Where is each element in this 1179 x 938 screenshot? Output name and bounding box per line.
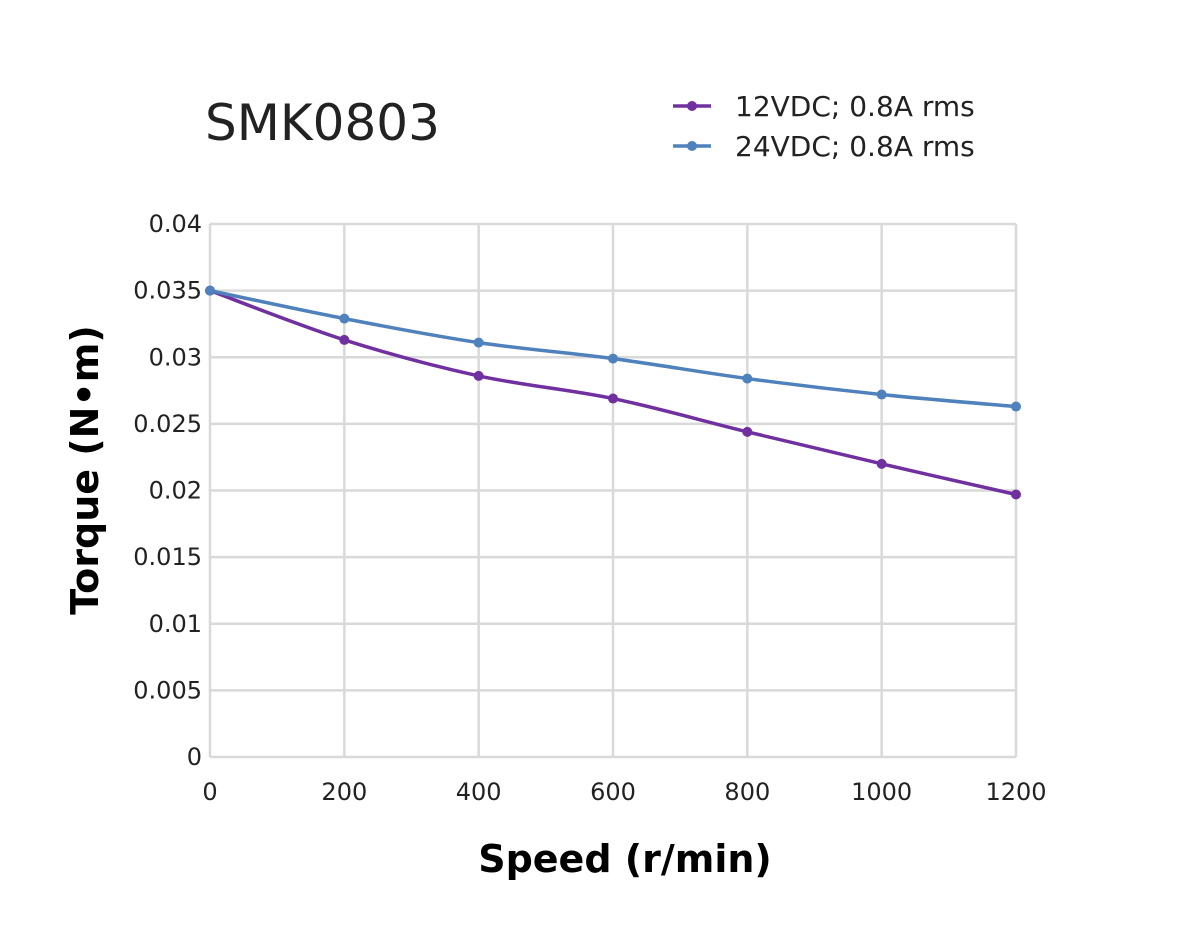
y-tick-label: 0.02 bbox=[149, 477, 202, 505]
y-tick-label: 0.005 bbox=[133, 676, 202, 704]
x-tick-label: 0 bbox=[202, 778, 217, 806]
x-tick-label: 600 bbox=[590, 778, 636, 806]
data-point bbox=[339, 313, 350, 324]
y-tick-label: 0 bbox=[187, 743, 202, 771]
chart-title: SMK0803 bbox=[205, 94, 440, 152]
y-tick-label: 0.01 bbox=[149, 610, 202, 638]
x-tick-label: 800 bbox=[724, 778, 770, 806]
data-point bbox=[1011, 489, 1021, 500]
data-point bbox=[876, 389, 887, 400]
y-tick-label: 0.03 bbox=[149, 343, 202, 371]
data-point bbox=[205, 285, 215, 296]
series-group bbox=[205, 285, 1021, 500]
data-point bbox=[339, 334, 350, 345]
data-point bbox=[742, 373, 753, 384]
legend: 12VDC; 0.8A rms 24VDC; 0.8A rms bbox=[673, 90, 975, 163]
data-point bbox=[1011, 401, 1021, 412]
x-axis-label: Speed (r/min) bbox=[478, 837, 772, 881]
tick-labels: 0 0.005 0.01 0.015 0.02 0.025 0.03 0.035 0.04 0 20… bbox=[133, 210, 1046, 806]
data-point bbox=[742, 426, 753, 437]
legend-marker bbox=[687, 101, 697, 111]
data-point bbox=[473, 370, 484, 381]
y-tick-label: 0.035 bbox=[133, 277, 202, 305]
legend-label: 12VDC; 0.8A rms bbox=[735, 90, 975, 123]
data-point bbox=[473, 337, 484, 348]
legend-marker bbox=[687, 141, 697, 151]
x-tick-label: 400 bbox=[456, 778, 502, 806]
data-point bbox=[876, 458, 887, 469]
y-tick-label: 0.04 bbox=[149, 210, 202, 238]
data-point bbox=[608, 353, 618, 364]
y-tick-label: 0.025 bbox=[133, 410, 202, 438]
grid bbox=[208, 222, 1018, 759]
data-point bbox=[608, 393, 618, 404]
legend-label: 24VDC; 0.8A rms bbox=[735, 130, 975, 163]
y-tick-label: 0.015 bbox=[133, 543, 202, 571]
y-axis-label: Torque (N•m) bbox=[63, 325, 107, 614]
x-tick-label: 1000 bbox=[851, 778, 912, 806]
x-tick-label: 1200 bbox=[985, 778, 1046, 806]
x-tick-label: 200 bbox=[321, 778, 367, 806]
